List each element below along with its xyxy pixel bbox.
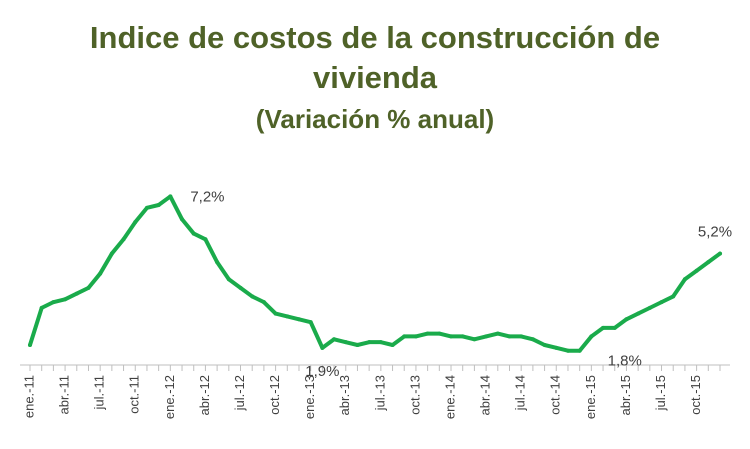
x-tick-label: ene.-12: [162, 375, 177, 419]
data-point: [343, 340, 348, 345]
data-point: [296, 317, 301, 322]
data-point: [355, 343, 360, 347]
data-point: [226, 277, 231, 282]
data-point: [624, 317, 629, 322]
x-tick-label: ene.-13: [302, 375, 317, 419]
data-point: [180, 217, 185, 222]
data-point: [133, 220, 138, 225]
data-point: [647, 305, 652, 310]
x-axis-tick-labels: ene.-11 abr.-11 jul.-11 oct.-11 ene.-12 abr.-…: [21, 375, 703, 419]
data-point: [238, 285, 243, 290]
data-point: [191, 231, 196, 236]
data-point: [39, 305, 44, 310]
data-point: [565, 348, 570, 353]
data-point: [425, 331, 430, 336]
data-point: [402, 334, 407, 339]
data-point: [437, 331, 442, 336]
data-point: [718, 251, 722, 256]
data-point: [332, 337, 337, 342]
x-tick-label: ene.-14: [442, 375, 457, 419]
data-point: [484, 334, 489, 339]
data-point: [577, 348, 582, 353]
chart-subtitle: (Variación % anual): [255, 104, 495, 134]
x-tick-label: oct.-11: [127, 375, 142, 414]
data-labels: 7,2% 1,9% 1,8% 5,2%: [190, 188, 732, 379]
x-axis-ticks: [29, 365, 721, 371]
x-tick-label: abr.-15: [618, 375, 633, 415]
x-tick-label: ene.-11: [21, 375, 36, 418]
x-tick-label: oct.-13: [407, 375, 422, 415]
data-point: [74, 291, 79, 296]
data-label: 7,2%: [190, 188, 224, 205]
x-tick-label: abr.-14: [478, 375, 493, 415]
data-point: [659, 300, 664, 305]
data-point: [51, 300, 56, 305]
data-point: [285, 314, 290, 319]
data-point: [121, 237, 126, 242]
data-point: [694, 268, 699, 273]
data-point: [203, 237, 208, 242]
x-tick-label: abr.-11: [57, 375, 72, 415]
data-label: 5,2%: [698, 224, 732, 241]
data-point: [671, 294, 676, 299]
data-point: [109, 251, 114, 256]
x-tick-label: abr.-12: [197, 375, 212, 415]
data-point: [554, 345, 559, 350]
data-point: [530, 337, 535, 342]
data-point: [507, 334, 512, 339]
data-point: [144, 205, 149, 210]
data-point: [413, 334, 418, 339]
data-point: [706, 260, 711, 265]
data-point: [261, 300, 266, 305]
series-points: [28, 194, 722, 353]
x-tick-label: jul.-13: [372, 375, 387, 411]
data-point: [636, 311, 641, 316]
data-point: [390, 343, 395, 347]
x-tick-label: jul.-11: [92, 375, 107, 410]
data-point: [519, 334, 524, 339]
title-block: Indice de costos de la construcción de v…: [0, 18, 750, 136]
data-label: 1,8%: [608, 353, 642, 370]
data-point: [273, 311, 278, 316]
chart-title: Indice de costos de la construcción de v…: [89, 20, 661, 95]
x-tick-label: jul.-12: [232, 375, 247, 411]
data-point: [589, 334, 594, 339]
data-point: [612, 325, 617, 330]
x-tick-label: ene.-15: [583, 375, 598, 419]
data-point: [449, 334, 454, 339]
data-point: [682, 277, 687, 282]
data-point: [86, 285, 91, 290]
x-tick-label: oct.-14: [548, 375, 563, 415]
data-label: 1,9%: [305, 363, 339, 380]
data-point: [28, 343, 32, 347]
data-point: [542, 343, 547, 347]
data-point: [98, 271, 103, 276]
x-tick-label: jul.-15: [653, 375, 668, 411]
data-point: [63, 297, 68, 302]
data-point: [308, 320, 313, 325]
data-point: [168, 194, 173, 199]
x-tick-label: oct.-12: [267, 375, 282, 415]
data-point: [472, 337, 477, 342]
x-tick-label: abr.-13: [337, 375, 352, 415]
data-point: [250, 294, 255, 299]
data-point: [601, 325, 606, 330]
data-point: [460, 334, 465, 339]
x-tick-label: jul.-14: [513, 375, 528, 411]
x-tick-label: oct.-15: [688, 375, 703, 415]
data-point: [378, 340, 383, 345]
data-point: [215, 260, 220, 265]
data-point: [367, 340, 372, 345]
data-point: [495, 331, 500, 336]
data-point: [156, 203, 161, 207]
data-point: [320, 345, 325, 350]
